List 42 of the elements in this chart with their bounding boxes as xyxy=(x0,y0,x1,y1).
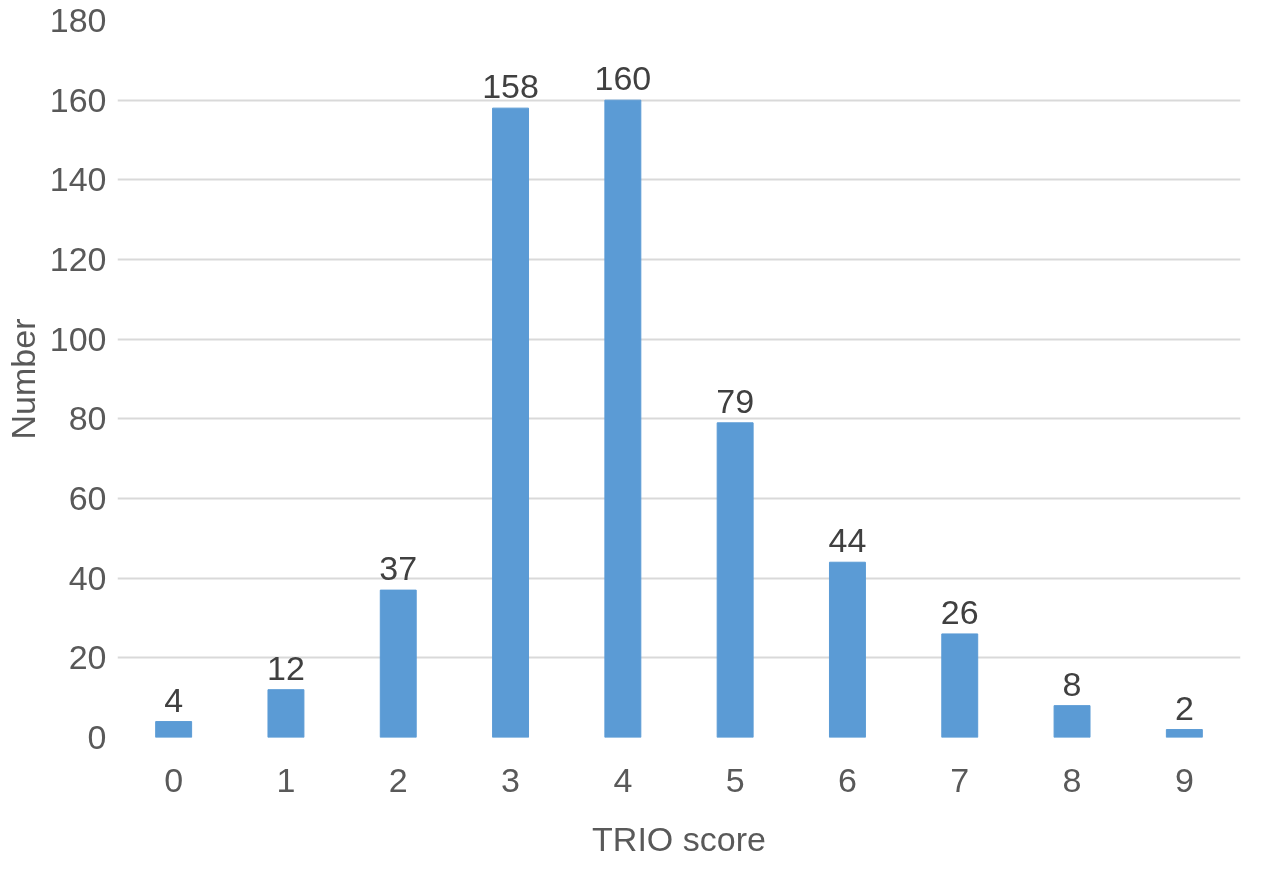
y-tick-label: 120 xyxy=(49,240,107,278)
bar xyxy=(492,107,530,738)
bar xyxy=(1053,705,1091,738)
x-tick-label: 9 xyxy=(1174,760,1194,799)
x-tick-label: 8 xyxy=(1062,760,1082,799)
y-tick-label: 0 xyxy=(87,718,107,756)
x-axis-title: TRIO score xyxy=(592,819,766,858)
x-tick-label: 1 xyxy=(276,760,296,799)
data-label: 44 xyxy=(828,521,867,560)
y-tick-label: 180 xyxy=(49,1,107,39)
y-axis-title: Number xyxy=(3,318,42,440)
bar xyxy=(379,589,417,738)
y-tick-label: 60 xyxy=(68,479,107,517)
x-tick-label: 3 xyxy=(501,760,521,799)
bar xyxy=(604,99,642,738)
data-label: 2 xyxy=(1174,688,1194,727)
data-label: 160 xyxy=(594,59,652,98)
y-tick-label: 140 xyxy=(49,160,107,199)
y-tick-label: 160 xyxy=(49,80,107,119)
y-tick-label: 100 xyxy=(49,319,107,358)
x-tick-label: 6 xyxy=(838,760,857,799)
bar xyxy=(828,561,866,738)
x-tick-label: 7 xyxy=(950,760,970,799)
x-tick-label: 2 xyxy=(388,760,408,799)
data-label: 37 xyxy=(379,549,418,588)
bar xyxy=(155,721,193,738)
x-tick-label: 5 xyxy=(725,760,745,799)
data-label: 8 xyxy=(1062,664,1082,703)
x-tick-label: 4 xyxy=(613,760,633,799)
bar xyxy=(1165,729,1203,738)
data-label: 4 xyxy=(164,680,184,719)
y-tick-label: 20 xyxy=(68,638,107,677)
bar xyxy=(267,689,305,738)
bar xyxy=(941,633,979,738)
x-tick-label: 0 xyxy=(164,760,184,799)
data-label: 158 xyxy=(482,67,539,106)
bar xyxy=(716,422,754,738)
data-label: 12 xyxy=(267,648,305,687)
y-tick-label: 80 xyxy=(68,399,107,438)
y-tick-label: 40 xyxy=(68,558,107,597)
data-label: 26 xyxy=(940,592,979,631)
data-label: 79 xyxy=(716,381,755,420)
